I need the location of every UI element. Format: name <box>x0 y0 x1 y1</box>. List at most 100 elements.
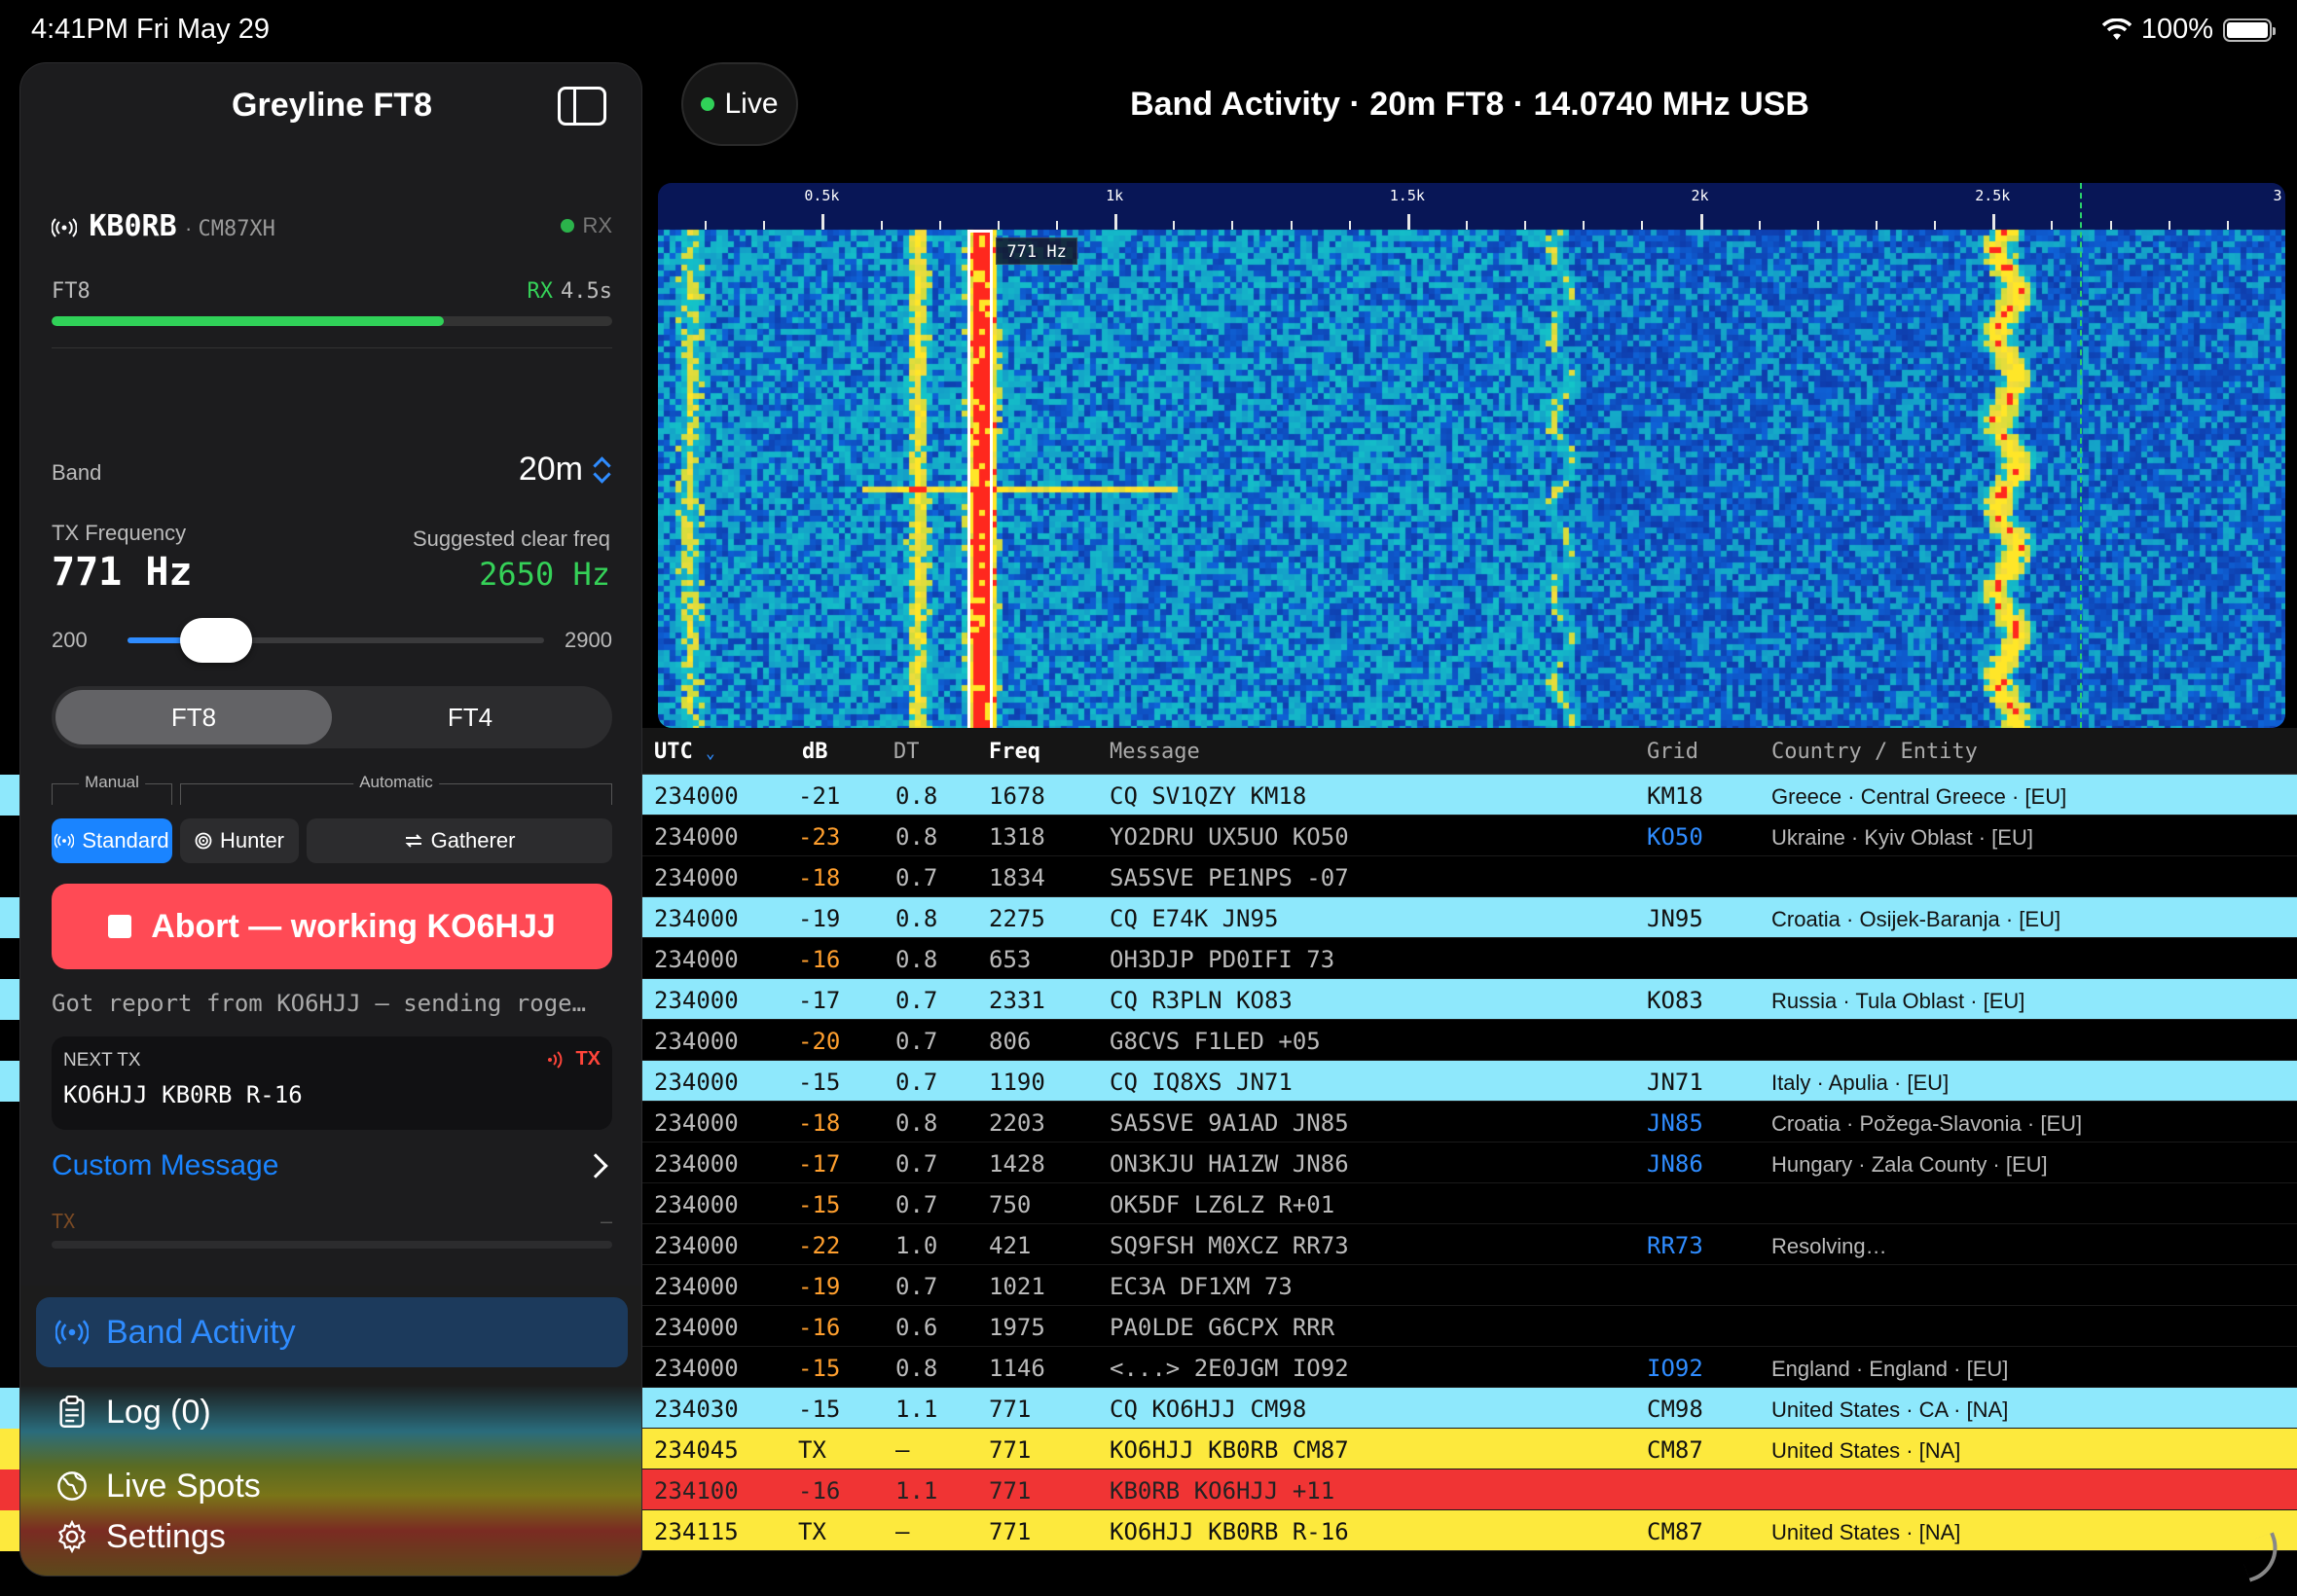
chevron-right-icon <box>583 1153 608 1179</box>
table-row[interactable]: 234000 -19 0.7 1021 EC3A DF1XM 73 <box>642 1265 2297 1306</box>
cell-msg: KB0RB KO6HJJ +11 <box>1110 1477 1335 1505</box>
col-freq-header[interactable]: Freq <box>989 740 1040 764</box>
grid-separator: · <box>185 216 199 240</box>
mode-option-ft8[interactable]: FT8 <box>55 690 332 744</box>
table-row[interactable]: 234000 -16 0.8 653 OH3DJP PD0IFI 73 <box>642 938 2297 979</box>
cell-dt: 0.7 <box>895 864 938 891</box>
table-row[interactable]: 234000 -15 0.8 1146 <...> 2E0JGM IO92 IO92 Eng… <box>642 1347 2297 1388</box>
ruler-tick <box>1290 221 1293 230</box>
suggested-freq-value[interactable]: 2650 Hz <box>479 556 610 593</box>
cell-dt: 0.8 <box>895 946 938 973</box>
clear-frequency-marker <box>2080 183 2083 728</box>
cell-dt: 0.7 <box>895 1273 938 1300</box>
cell-db: -20 <box>798 1028 841 1055</box>
cell-msg: CQ KO6HJJ CM98 <box>1110 1396 1307 1423</box>
col-dt-header[interactable]: DT <box>893 740 920 764</box>
ruler-tick <box>1406 214 1410 230</box>
main-header: Live Band Activity · 20m FT8 · 14.0740 M… <box>642 62 2297 179</box>
cell-utc: 234000 <box>654 905 739 932</box>
row-edge-stripe <box>0 1510 21 1551</box>
cell-country: United States · CA · [NA] <box>1771 1397 2009 1422</box>
col-message-header[interactable]: Message <box>1110 740 1200 764</box>
ruler-tick <box>2226 221 2229 230</box>
qso-status-text: Got report from KO6HJJ — sending roge… <box>52 990 587 1017</box>
table-row[interactable]: 234000 -18 0.7 1834 SA5SVE PE1NPS -07 <box>642 856 2297 897</box>
col-country-header[interactable]: Country / Entity <box>1771 740 1978 764</box>
live-label: Live <box>724 88 779 120</box>
table-row[interactable]: 234000 -21 0.8 1678 CQ SV1QZY KM18 KM18 Greece… <box>642 775 2297 816</box>
col-grid-header[interactable]: Grid <box>1647 740 1698 764</box>
tx-frequency-slider[interactable]: 200 2900 <box>52 618 612 663</box>
nav-item-log[interactable]: Log (0) <box>36 1377 628 1447</box>
cell-grid: JN95 <box>1647 905 1703 932</box>
col-db-header[interactable]: dB <box>802 740 828 764</box>
battery-icon <box>2223 18 2276 42</box>
table-row[interactable]: 234100 -16 1.1 771 KB0RB KO6HJJ +11 <box>642 1469 2297 1510</box>
cell-grid[interactable]: JN86 <box>1647 1150 1703 1178</box>
ruler-tick <box>1875 221 1878 230</box>
cell-dt: 1.1 <box>895 1396 938 1423</box>
cycle-timer: RX 4.5s <box>527 279 612 304</box>
cell-utc: 234100 <box>654 1477 739 1505</box>
nav-item-settings[interactable]: Settings <box>36 1502 628 1572</box>
strategy-standard-button[interactable]: Standard <box>52 818 172 863</box>
mode-option-ft4[interactable]: FT4 <box>447 702 493 732</box>
tx-frequency-marker[interactable] <box>967 230 994 728</box>
ruler-tick <box>1114 214 1118 230</box>
table-row[interactable]: 234000 -16 0.6 1975 PA0LDE G6CPX RRR <box>642 1306 2297 1347</box>
cell-grid: KO83 <box>1647 987 1703 1014</box>
strategy-hunter-button[interactable]: Hunter <box>180 818 299 863</box>
cell-grid[interactable]: JN85 <box>1647 1109 1703 1137</box>
ruler-tick <box>1231 221 1234 230</box>
strategy-gatherer-button[interactable]: Gatherer <box>307 818 612 863</box>
cell-utc: 234000 <box>654 1314 739 1341</box>
table-row[interactable]: 234000 -22 1.0 421 SQ9FSH M0XCZ RR73 RR73 Reso… <box>642 1224 2297 1265</box>
waterfall-display[interactable]: 0.5k 1k 1.5k 2k 2.5k 3 771 Hz <box>658 183 2285 728</box>
cell-grid[interactable]: RR73 <box>1647 1232 1703 1259</box>
ruler-tick <box>2109 221 2112 230</box>
cell-country: Resolving… <box>1771 1234 1887 1258</box>
cell-grid: CM98 <box>1647 1396 1703 1423</box>
table-row[interactable]: 234030 -15 1.1 771 CQ KO6HJJ CM98 CM98 United … <box>642 1388 2297 1429</box>
sidebar-toggle-icon[interactable] <box>558 87 606 126</box>
table-row[interactable]: 234000 -23 0.8 1318 YO2DRU UX5UO KO50 KO50 Ukr… <box>642 816 2297 856</box>
slider-track[interactable] <box>128 618 544 663</box>
nav-item-band-activity[interactable]: Band Activity <box>36 1297 628 1367</box>
live-button[interactable]: Live <box>681 62 798 146</box>
table-row[interactable]: 234000 -19 0.8 2275 CQ E74K JN95 JN95 Croatia … <box>642 897 2297 938</box>
table-row[interactable]: 234045 TX — 771 KO6HJJ KB0RB CM87 CM87 United … <box>642 1429 2297 1469</box>
stop-icon <box>108 915 132 938</box>
cell-dt: — <box>895 1436 910 1464</box>
table-row[interactable]: 234000 -20 0.7 806 G8CVS F1LED +05 <box>642 1020 2297 1061</box>
col-utc-header[interactable]: UTC ⌄ <box>654 740 715 764</box>
ruler-tick <box>2051 221 2054 230</box>
table-row[interactable]: 234115 TX — 771 KO6HJJ KB0RB R-16 CM87 United … <box>642 1510 2297 1551</box>
table-row[interactable]: 234000 -17 0.7 1428 ON3KJU HA1ZW JN86 JN86 Hun… <box>642 1143 2297 1183</box>
cell-freq: 653 <box>989 946 1032 973</box>
table-row[interactable]: 234000 -17 0.7 2331 CQ R3PLN KO83 KO83 Russia … <box>642 979 2297 1020</box>
slider-thumb[interactable] <box>179 618 252 663</box>
cell-grid: KM18 <box>1647 782 1703 810</box>
cell-grid[interactable]: KO50 <box>1647 823 1703 851</box>
cell-utc: 234045 <box>654 1436 739 1464</box>
table-row[interactable]: 234000 -15 0.7 1190 CQ IQ8XS JN71 JN71 Italy ·… <box>642 1061 2297 1102</box>
status-time: 4:41PM Fri May 29 <box>31 14 270 45</box>
table-row[interactable]: 234000 -15 0.7 750 OK5DF LZ6LZ R+01 <box>642 1183 2297 1224</box>
cell-msg: G8CVS F1LED +05 <box>1110 1028 1321 1055</box>
custom-message-link[interactable]: Custom Message <box>52 1149 612 1188</box>
cell-freq: 806 <box>989 1028 1032 1055</box>
cell-utc: 234000 <box>654 1150 739 1178</box>
nav-item-live-spots[interactable]: Live Spots <box>36 1451 628 1521</box>
station-callsign: KB0RB <box>89 209 177 243</box>
abort-button[interactable]: Abort — working KO6HJJ <box>52 884 612 969</box>
cell-country: United States · [NA] <box>1771 1438 1961 1463</box>
band-value[interactable]: 20m <box>519 451 612 489</box>
app-title: Greyline FT8 <box>232 87 432 124</box>
row-edge-stripe <box>0 1061 21 1102</box>
table-row[interactable]: 234000 -18 0.8 2203 SA5SVE 9A1AD JN85 JN85 Cro… <box>642 1102 2297 1143</box>
tx-frequency-label: 771 Hz <box>996 237 1077 265</box>
cell-utc: 234000 <box>654 1273 739 1300</box>
status-bar: 4:41PM Fri May 29 100% <box>0 0 2297 62</box>
next-tx-message: KO6HJJ KB0RB R-16 <box>63 1081 303 1108</box>
cell-grid[interactable]: IO92 <box>1647 1355 1703 1382</box>
